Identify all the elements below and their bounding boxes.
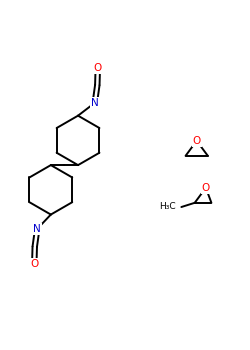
- Text: N: N: [33, 224, 41, 234]
- Text: O: O: [202, 183, 210, 193]
- Text: N: N: [91, 98, 99, 108]
- Text: O: O: [94, 63, 102, 73]
- Text: H₃C: H₃C: [159, 202, 176, 211]
- Text: O: O: [30, 259, 38, 268]
- Text: O: O: [192, 136, 201, 146]
